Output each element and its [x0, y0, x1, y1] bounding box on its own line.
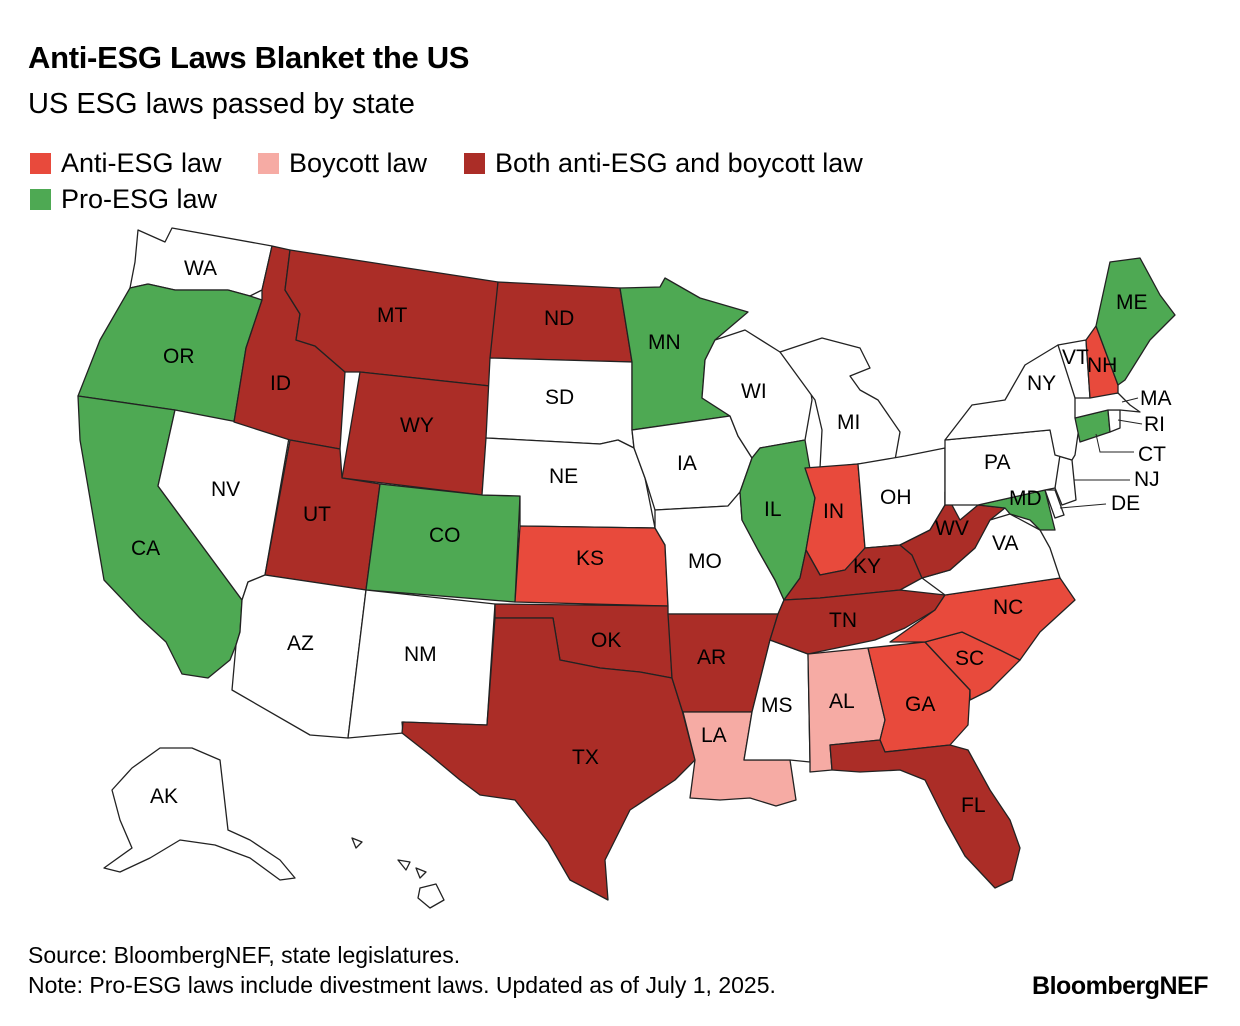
- label-DE: DE: [1111, 492, 1140, 515]
- label-CA: CA: [131, 537, 160, 560]
- label-OK: OK: [591, 629, 621, 652]
- source-note: Source: BloombergNEF, state legislatures…: [28, 942, 461, 968]
- legend-swatch-both: [464, 153, 485, 174]
- state-MI: [779, 337, 901, 469]
- legend-item-pro: Pro-ESG law: [30, 184, 217, 215]
- label-NY: NY: [1027, 372, 1056, 395]
- chart-title: Anti-ESG Laws Blanket the US: [28, 40, 470, 75]
- label-IN: IN: [823, 500, 844, 523]
- label-CO: CO: [429, 524, 461, 547]
- label-RI: RI: [1144, 413, 1165, 436]
- label-PA: PA: [984, 451, 1010, 474]
- label-ID: ID: [270, 372, 291, 395]
- label-OH: OH: [880, 486, 912, 509]
- legend-label-anti: Anti-ESG law: [61, 148, 222, 178]
- chart-subtitle: US ESG laws passed by state: [28, 88, 415, 120]
- footnote: Note: Pro-ESG laws include divestment la…: [28, 972, 776, 998]
- legend-label-both: Both anti-ESG and boycott law: [495, 148, 863, 178]
- state-DE: [1044, 489, 1065, 519]
- label-MO: MO: [688, 550, 722, 573]
- label-OR: OR: [163, 345, 195, 368]
- state-FL: [829, 739, 1021, 889]
- label-CT: CT: [1138, 443, 1166, 466]
- state-HI: [351, 837, 445, 909]
- state-AK: [103, 747, 296, 881]
- label-SC: SC: [955, 647, 984, 670]
- legend-swatch-pro: [30, 189, 51, 210]
- label-AZ: AZ: [287, 632, 314, 655]
- label-AK: AK: [150, 785, 178, 808]
- legend-swatch-anti: [30, 153, 51, 174]
- label-ME: ME: [1116, 291, 1148, 314]
- label-IL: IL: [764, 498, 782, 521]
- label-UT: UT: [303, 503, 331, 526]
- label-ND: ND: [544, 307, 574, 330]
- label-NE: NE: [549, 465, 578, 488]
- leader-MA: [1121, 397, 1139, 403]
- leader-CT: [1095, 433, 1134, 453]
- legend-label-boycott: Boycott law: [289, 148, 428, 178]
- label-AR: AR: [697, 646, 726, 669]
- label-KS: KS: [576, 547, 604, 570]
- label-MI: MI: [837, 411, 860, 434]
- label-AL: AL: [829, 690, 855, 713]
- label-VT: VT: [1062, 346, 1089, 369]
- label-MS: MS: [761, 694, 793, 717]
- state-AZ: [231, 574, 367, 739]
- state-CO: [365, 483, 521, 603]
- label-NJ: NJ: [1134, 468, 1160, 491]
- label-WV: WV: [935, 517, 969, 540]
- label-MT: MT: [377, 304, 407, 327]
- label-TX: TX: [572, 746, 599, 769]
- label-KY: KY: [853, 555, 881, 578]
- label-NC: NC: [993, 596, 1023, 619]
- label-FL: FL: [961, 794, 986, 817]
- state-NC: [889, 577, 1076, 661]
- legend-swatch-boycott: [258, 153, 279, 174]
- label-IA: IA: [677, 452, 697, 475]
- legend-item-boycott: Boycott law: [258, 148, 427, 179]
- label-NV: NV: [211, 478, 240, 501]
- legend-item-anti: Anti-ESG law: [30, 148, 222, 179]
- label-GA: GA: [905, 693, 935, 716]
- leader-RI: [1117, 419, 1143, 425]
- leader-DE: [1059, 503, 1107, 509]
- state-NE: [481, 437, 656, 529]
- legend-item-both: Both anti-ESG and boycott law: [464, 148, 863, 179]
- label-WA: WA: [184, 257, 217, 280]
- label-SD: SD: [545, 386, 574, 409]
- legend-label-pro: Pro-ESG law: [61, 184, 218, 214]
- label-MN: MN: [648, 331, 681, 354]
- label-TN: TN: [829, 609, 857, 632]
- label-MD: MD: [1009, 487, 1042, 510]
- label-VA: VA: [992, 532, 1018, 555]
- brand-logo: BloombergNEF: [1032, 972, 1208, 1000]
- label-WY: WY: [400, 414, 434, 437]
- state-MD: [977, 489, 1056, 531]
- label-WI: WI: [741, 380, 767, 403]
- label-NM: NM: [404, 643, 437, 666]
- label-MA: MA: [1140, 387, 1172, 410]
- state-RI: [1107, 409, 1121, 433]
- state-TX: [401, 617, 696, 901]
- state-ME: [1095, 257, 1176, 386]
- state-NH: [1085, 325, 1119, 399]
- label-LA: LA: [701, 724, 727, 747]
- state-MA: [1074, 392, 1141, 419]
- label-NH: NH: [1087, 354, 1117, 377]
